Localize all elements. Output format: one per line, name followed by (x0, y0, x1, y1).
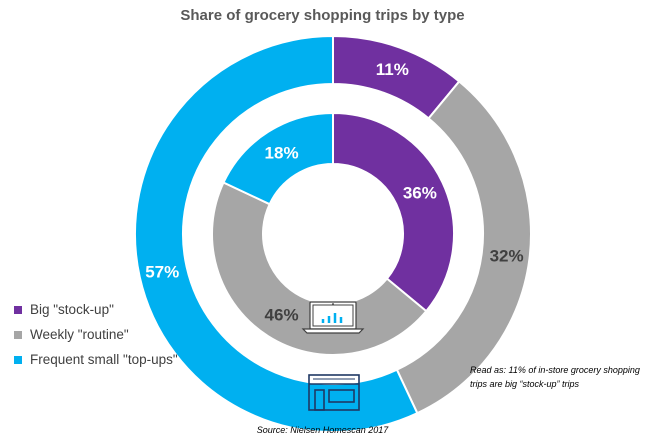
legend-label-top-ups: Frequent small "top-ups" (30, 352, 178, 367)
legend-swatch-stock-up (14, 305, 22, 314)
chart-legend: Big "stock-up" Weekly "routine" Frequent… (14, 297, 178, 372)
inner-ring (211, 111, 455, 356)
outer-label-routine: 32% (490, 246, 524, 265)
slice-labels: 11% 32% 57% 36% 46% 18% (145, 60, 523, 325)
inner-slice-top-ups (222, 111, 334, 206)
legend-item-routine: Weekly "routine" (14, 322, 178, 347)
inner-label-top-ups: 18% (265, 143, 299, 162)
legend-item-stock-up: Big "stock-up" (14, 297, 178, 322)
laptop-chart-icon (301, 301, 365, 334)
store-icon (308, 374, 360, 411)
read-as-annotation: Read as: 11% of in-store grocery shoppin… (470, 365, 640, 389)
legend-label-stock-up: Big "stock-up" (30, 302, 114, 317)
outer-label-top-ups: 57% (145, 263, 179, 282)
legend-swatch-top-ups (14, 355, 22, 364)
outer-label-stock-up: 11% (376, 60, 409, 79)
outer-ring (134, 34, 532, 433)
inner-label-routine: 46% (265, 306, 299, 325)
legend-label-routine: Weekly "routine" (30, 327, 129, 342)
outer-slice-top-ups (134, 34, 419, 433)
inner-slice-stock-up (332, 111, 455, 313)
inner-label-stock-up: 36% (403, 184, 437, 203)
chart-title: Share of grocery shopping trips by type (180, 7, 465, 24)
legend-item-top-ups: Frequent small "top-ups" (14, 347, 178, 372)
legend-swatch-routine (14, 330, 22, 339)
source-note: Source: Nielsen Homescan 2017 (256, 425, 389, 435)
